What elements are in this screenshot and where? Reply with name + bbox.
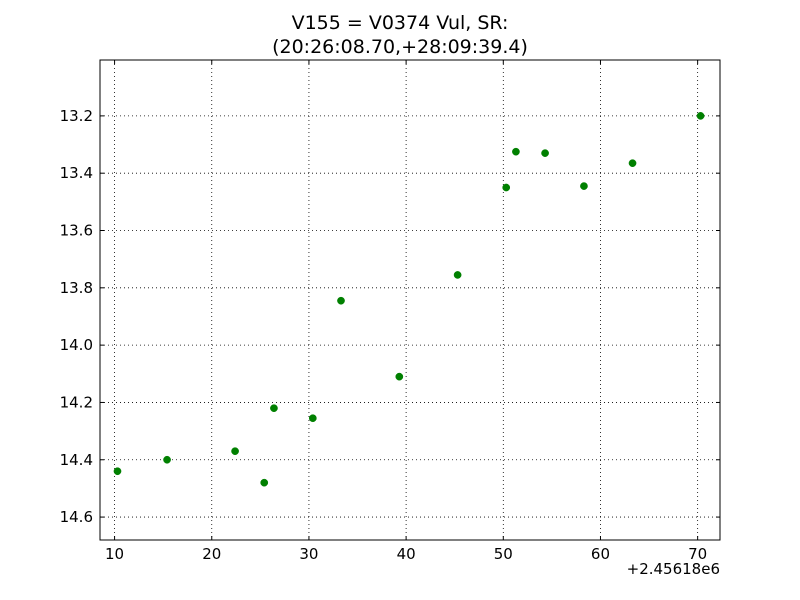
data-point bbox=[260, 478, 269, 487]
data-point bbox=[541, 149, 549, 157]
y-tick-label: 13.6 bbox=[60, 222, 93, 240]
y-tick-label: 13.4 bbox=[60, 164, 93, 182]
data-point bbox=[628, 159, 637, 168]
x-tick-label: 10 bbox=[105, 545, 124, 563]
data-point bbox=[308, 414, 317, 423]
x-tick-label: 40 bbox=[397, 545, 416, 563]
data-point bbox=[502, 183, 511, 192]
y-tick-label: 14.6 bbox=[60, 508, 93, 526]
data-point bbox=[113, 467, 122, 476]
y-tick-label: 14.4 bbox=[60, 451, 93, 469]
x-tick-label: 50 bbox=[494, 545, 513, 563]
x-tick-label: 60 bbox=[591, 545, 610, 563]
y-tick-label: 14.0 bbox=[60, 336, 93, 354]
y-tick-label: 13.2 bbox=[60, 107, 93, 125]
chart-title-line-1: V155 = V0374 Vul, SR: bbox=[291, 12, 509, 34]
y-tick-label: 14.2 bbox=[60, 393, 93, 411]
x-tick-label: 70 bbox=[688, 545, 707, 563]
data-point bbox=[395, 372, 404, 381]
data-point bbox=[337, 296, 345, 305]
points-layer bbox=[113, 112, 705, 487]
x-tick-label: 30 bbox=[299, 545, 318, 563]
ticks-layer: 10 20 30 40 50 60 70 13.2 13.4 13.6 13.8 14.0 14.2 14… bbox=[60, 60, 720, 563]
chart-title-line-2: (20:26:08.70,+28:09:39.4) bbox=[272, 36, 528, 58]
y-tick-label: 13.8 bbox=[60, 279, 93, 297]
x-tick-label: 20 bbox=[202, 545, 221, 563]
plot-frame bbox=[99, 59, 721, 541]
data-point bbox=[163, 455, 171, 464]
data-point bbox=[696, 112, 705, 120]
x-offset-label: +2.45618e6 bbox=[626, 560, 720, 578]
data-point bbox=[512, 147, 520, 156]
data-point bbox=[270, 404, 278, 413]
data-point bbox=[580, 182, 588, 190]
data-point bbox=[453, 271, 462, 279]
grid-layer bbox=[100, 60, 720, 540]
data-point bbox=[231, 447, 239, 456]
